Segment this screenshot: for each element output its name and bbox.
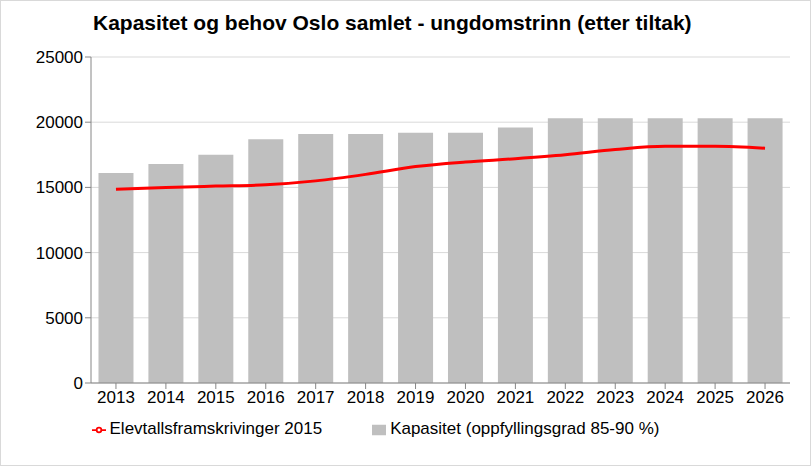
- svg-text:2019: 2019: [397, 388, 435, 407]
- html-text:Kapasitet (oppfyllingsgrad 85-: Kapasitet (oppfyllingsgrad 85-90 %): [390, 419, 660, 438]
- svg-text:5000: 5000: [45, 309, 83, 328]
- svg-text:2017: 2017: [297, 388, 335, 407]
- svg-text:2024: 2024: [646, 388, 684, 407]
- html-text:Kapasitet og behov Oslo samlet: Kapasitet og behov Oslo samlet - ungdoms…: [93, 11, 692, 34]
- svg-text:2023: 2023: [596, 388, 634, 407]
- svg-text:2021: 2021: [496, 388, 534, 407]
- svg-text:2020: 2020: [447, 388, 485, 407]
- svg-text:2016: 2016: [247, 388, 285, 407]
- html-text:Elevtallsframskrivinger 2015: Elevtallsframskrivinger 2015: [109, 419, 323, 438]
- svg-text:0: 0: [74, 374, 83, 393]
- svg-text:2022: 2022: [546, 388, 584, 407]
- svg-text:20000: 20000: [36, 113, 83, 132]
- svg-text:2018: 2018: [347, 388, 385, 407]
- svg-text:2026: 2026: [746, 388, 784, 407]
- svg-text:2013: 2013: [97, 388, 135, 407]
- svg-text:10000: 10000: [36, 244, 83, 263]
- svg-text:2025: 2025: [696, 388, 734, 407]
- svg-text:15000: 15000: [36, 178, 83, 197]
- svg-text:2015: 2015: [197, 388, 235, 407]
- svg-text:25000: 25000: [36, 48, 83, 67]
- svg-text:2014: 2014: [147, 388, 185, 407]
